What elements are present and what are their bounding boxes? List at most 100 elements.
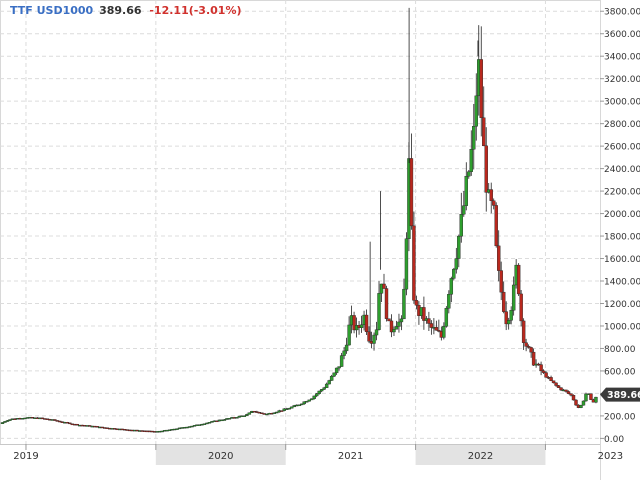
- y-tick-label: 3600.00: [604, 30, 640, 40]
- candle-body: [571, 395, 576, 401]
- candle-body: [265, 413, 269, 416]
- y-tick-label: 2400.00: [604, 165, 640, 175]
- candle-body: [594, 396, 598, 403]
- candle-body: [574, 399, 578, 406]
- candle-body: [397, 321, 401, 327]
- x-year-shade: [415, 445, 546, 465]
- y-tick-label: 1600.00: [604, 255, 640, 265]
- candle-body: [404, 238, 409, 290]
- candle-body: [589, 393, 593, 400]
- candle-body: [3, 421, 7, 423]
- y-tick-label: 1200.00: [604, 300, 640, 310]
- candle-body: [367, 331, 371, 342]
- candle-body: [414, 300, 419, 306]
- candle-body: [387, 318, 391, 322]
- x-tick-label: 2020: [208, 451, 233, 462]
- candle-body: [554, 382, 558, 386]
- candle-body: [0, 422, 5, 424]
- y-tick-label: 2600.00: [604, 143, 640, 153]
- candle-body: [449, 278, 454, 295]
- candle-body: [472, 126, 476, 150]
- last-price-tag: [600, 387, 640, 402]
- candle-body: [305, 401, 309, 403]
- candle-body: [290, 406, 294, 409]
- candle-body: [484, 145, 488, 193]
- candle-body: [442, 326, 446, 338]
- candle-body: [317, 390, 321, 394]
- candle-body: [447, 294, 451, 309]
- last-price-label: 389.66: [99, 4, 142, 17]
- candle-body: [322, 387, 326, 390]
- candle-body: [452, 268, 456, 279]
- x-tick-label: 2023: [598, 451, 623, 462]
- candle-body: [68, 422, 72, 425]
- y-tick-label: 3000.00: [604, 98, 640, 108]
- candle-body: [334, 367, 339, 374]
- candle-body: [501, 291, 506, 312]
- candle-body: [409, 158, 414, 227]
- candle-body: [337, 366, 341, 369]
- y-tick-label: 2200.00: [604, 188, 640, 198]
- candle-body: [307, 399, 311, 402]
- candle-body: [504, 311, 508, 325]
- candle-body: [531, 351, 536, 366]
- candle-body: [511, 284, 516, 311]
- candle-body: [364, 314, 369, 333]
- candle-body: [564, 389, 568, 392]
- quote-header: TTF USD1000 389.66 -12.11(-3.01%): [10, 4, 242, 17]
- symbol-label: TTF USD1000: [10, 4, 94, 17]
- plot-frame: [0, 0, 601, 480]
- candle-body: [339, 355, 344, 367]
- candle-body: [482, 117, 486, 147]
- candle-body: [392, 329, 396, 333]
- candle-body: [549, 377, 553, 381]
- x-tick-label: 2019: [13, 451, 38, 462]
- candle-body: [457, 235, 461, 259]
- y-tick-label: 2000.00: [604, 210, 640, 220]
- candle-body: [559, 387, 563, 391]
- candle-body: [427, 318, 431, 324]
- candle-body: [399, 318, 404, 323]
- candle-body: [412, 225, 416, 301]
- candle-body: [374, 329, 379, 336]
- candle-body: [444, 308, 449, 327]
- y-tick-label: 200.00: [604, 412, 636, 422]
- candle-body: [454, 258, 459, 270]
- candle-body: [519, 293, 523, 322]
- candle-body: [479, 59, 483, 118]
- candle-body: [521, 320, 526, 343]
- candle-body: [247, 412, 252, 415]
- candle-body: [474, 95, 478, 127]
- candle-body: [394, 326, 399, 330]
- candle-body: [377, 293, 381, 330]
- candle-body: [492, 200, 496, 206]
- y-tick-label: 3400.00: [604, 53, 640, 63]
- candle-body: [467, 171, 471, 177]
- candle-body: [581, 400, 586, 406]
- candle-body: [327, 380, 331, 385]
- candle-body: [309, 398, 314, 401]
- y-tick-label: 3800.00: [604, 8, 640, 18]
- candle-body: [539, 364, 543, 372]
- y-tick-label: 1800.00: [604, 233, 640, 243]
- candle-body: [332, 372, 336, 377]
- y-tick-label: 1000.00: [604, 322, 640, 332]
- candle-body: [347, 324, 351, 346]
- candle-body: [275, 411, 279, 414]
- candle-body: [469, 149, 473, 172]
- candle-body: [464, 175, 468, 206]
- candle-body: [58, 420, 62, 423]
- candle-body: [312, 395, 316, 399]
- candle-body: [494, 205, 498, 247]
- candle-body: [5, 420, 10, 422]
- candle-body: [566, 391, 571, 394]
- candle-body: [544, 372, 548, 378]
- candle-body: [297, 404, 301, 407]
- candle-body: [202, 423, 207, 425]
- candle-body: [235, 417, 239, 419]
- candle-body: [372, 334, 376, 344]
- candle-body: [516, 264, 521, 295]
- last-price-tag-label: 389.66: [607, 390, 640, 401]
- x-tick-label: 2022: [468, 451, 493, 462]
